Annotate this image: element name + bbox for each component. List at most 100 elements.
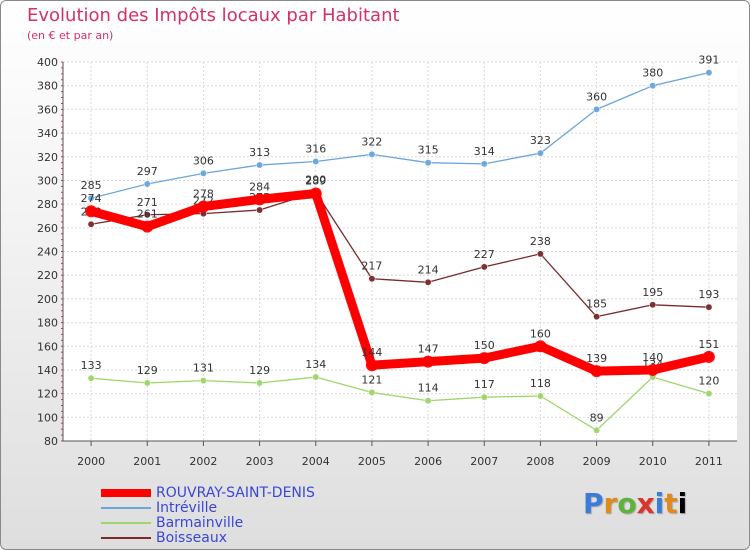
data-label: 274 xyxy=(81,192,102,205)
legend-label-rouvray: ROUVRAY-SAINT-DENIS xyxy=(156,485,315,501)
data-point xyxy=(256,379,264,387)
data-point xyxy=(536,250,544,258)
y-tick-label: 340 xyxy=(37,127,58,140)
legend: ROUVRAY-SAINT-DENIS Intréville Barmainvi… xyxy=(101,485,361,546)
y-tick-label: 160 xyxy=(37,340,58,353)
data-label: 284 xyxy=(249,180,270,193)
x-tick-label: 2008 xyxy=(526,455,554,468)
series-line xyxy=(90,72,710,199)
x-tick-label: 2010 xyxy=(639,455,667,468)
x-tick-label: 2001 xyxy=(133,455,161,468)
data-label: 290 xyxy=(305,173,326,186)
data-point xyxy=(312,373,320,381)
data-point xyxy=(87,374,95,382)
data-label: 150 xyxy=(474,339,495,352)
data-point xyxy=(197,200,210,213)
data-point xyxy=(424,278,432,286)
data-point xyxy=(705,69,713,77)
data-point xyxy=(534,340,547,353)
logo-letter: t xyxy=(664,487,678,520)
data-point xyxy=(87,220,95,228)
data-label: 144 xyxy=(361,346,382,359)
x-tick-label: 2009 xyxy=(583,455,611,468)
data-label: 316 xyxy=(305,142,326,155)
data-point xyxy=(590,365,603,378)
chart-title: Evolution des Impôts locaux par Habitant xyxy=(27,5,400,26)
y-tick-label: 80 xyxy=(44,435,58,448)
y-tick-label: 240 xyxy=(37,246,58,259)
data-label: 129 xyxy=(137,364,158,377)
x-tick-label: 2005 xyxy=(358,455,386,468)
data-label: 297 xyxy=(137,165,158,178)
y-tick-label: 260 xyxy=(37,222,58,235)
y-tick-label: 100 xyxy=(37,411,58,424)
legend-item-intreville: Intréville xyxy=(101,500,361,516)
y-tick-label: 140 xyxy=(37,364,58,377)
series-barmainville: 13312913112913412111411711889134120 xyxy=(81,358,719,434)
data-point xyxy=(87,194,95,202)
x-tick-label: 2011 xyxy=(695,455,723,468)
data-label: 306 xyxy=(193,154,214,167)
x-tick-label: 2007 xyxy=(470,455,498,468)
data-point xyxy=(365,359,378,372)
series-intr-ville: 285 297 306 313 316 322 315 314 323 360 380 391 xyxy=(81,54,719,202)
legend-item-barmainville: Barmainville xyxy=(101,515,361,531)
data-label: 133 xyxy=(81,359,102,372)
data-label: 322 xyxy=(361,135,382,148)
legend-item-rouvray: ROUVRAY-SAINT-DENIS xyxy=(101,485,361,501)
data-point xyxy=(593,313,601,321)
data-label: 120 xyxy=(698,375,719,388)
data-point xyxy=(646,363,659,376)
data-label: 195 xyxy=(642,286,663,299)
data-point xyxy=(256,161,264,169)
logo-letter: i xyxy=(654,487,665,520)
data-point xyxy=(256,206,264,214)
data-point xyxy=(199,169,207,177)
data-point xyxy=(480,393,488,401)
data-label: 147 xyxy=(418,343,439,356)
data-label: 151 xyxy=(698,338,719,351)
data-point xyxy=(478,352,491,365)
data-label: 238 xyxy=(530,235,551,248)
series-line xyxy=(86,188,714,376)
data-point xyxy=(593,105,601,113)
legend-swatch-intreville xyxy=(101,507,151,509)
data-label: 227 xyxy=(474,248,495,261)
data-label: 89 xyxy=(590,411,604,424)
data-label: 160 xyxy=(530,327,551,340)
data-point xyxy=(143,211,151,219)
data-point xyxy=(85,205,98,218)
y-tick-label: 220 xyxy=(37,269,58,282)
x-tick-label: 2006 xyxy=(414,455,442,468)
data-point xyxy=(143,379,151,387)
legend-swatch-boisseaux xyxy=(101,537,151,539)
y-tick-label: 320 xyxy=(37,151,58,164)
data-label: 185 xyxy=(586,298,607,311)
data-point xyxy=(702,350,715,363)
x-tick-label: 2003 xyxy=(246,455,274,468)
proxiti-logo: Proxiti xyxy=(583,487,687,520)
logo-letter: x xyxy=(636,487,655,520)
data-point xyxy=(141,220,154,233)
logo-letter: P xyxy=(583,487,604,520)
data-label: 380 xyxy=(642,67,663,80)
y-tick-label: 380 xyxy=(37,80,58,93)
data-label: 217 xyxy=(361,260,382,273)
legend-item-boisseaux: Boisseaux xyxy=(101,530,361,546)
chart-subtitle: (en € et par an) xyxy=(27,29,114,42)
data-label: 391 xyxy=(698,54,719,67)
data-label: 271 xyxy=(137,196,158,209)
data-label: 261 xyxy=(137,208,158,221)
series-line xyxy=(90,376,710,431)
legend-label-intreville: Intréville xyxy=(156,500,218,516)
logo-letter: i xyxy=(677,487,688,520)
y-tick-label: 280 xyxy=(37,198,58,211)
data-point xyxy=(536,149,544,157)
legend-label-boisseaux: Boisseaux xyxy=(156,530,227,546)
data-point xyxy=(649,82,657,90)
data-label: 285 xyxy=(81,179,102,192)
data-label: 121 xyxy=(361,373,382,386)
logo-letter: o xyxy=(617,487,637,520)
data-label: 131 xyxy=(193,362,214,375)
